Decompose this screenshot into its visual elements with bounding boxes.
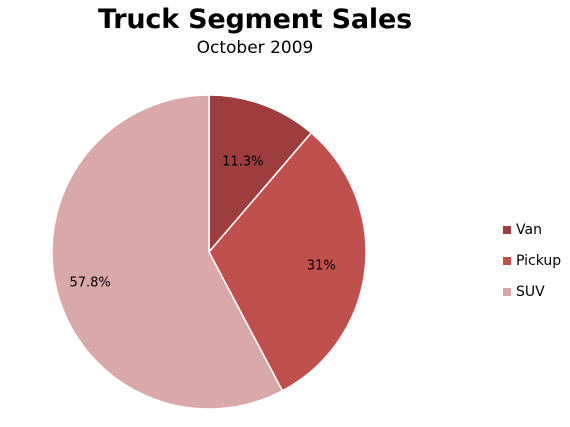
- legend-label-pickup: Pickup: [516, 252, 562, 269]
- pie-slices: [51, 94, 367, 410]
- data-label-pickup: 31%: [307, 259, 336, 274]
- pie-labels: 11.3% 31% 57.8%: [69, 155, 335, 291]
- pie-slice-van: [208, 94, 313, 255]
- pie-slice-suv: [51, 94, 284, 410]
- legend: Van Pickup SUV: [503, 218, 561, 311]
- legend-swatch-pickup: [503, 256, 511, 265]
- legend-item-pickup: Pickup: [503, 249, 561, 272]
- legend-swatch-suv: [503, 287, 511, 296]
- data-label-van: 11.3%: [222, 155, 263, 170]
- legend-label-suv: SUV: [516, 283, 545, 300]
- pie-slice-pickup: [208, 131, 367, 392]
- chart-subtitle: October 2009: [196, 38, 314, 58]
- chart-title: Truck Segment Sales: [98, 4, 412, 35]
- legend-item-suv: SUV: [503, 280, 561, 303]
- legend-label-van: Van: [516, 221, 542, 238]
- legend-item-van: Van: [503, 218, 561, 241]
- legend-swatch-van: [503, 225, 511, 234]
- data-label-suv: 57.8%: [69, 275, 110, 290]
